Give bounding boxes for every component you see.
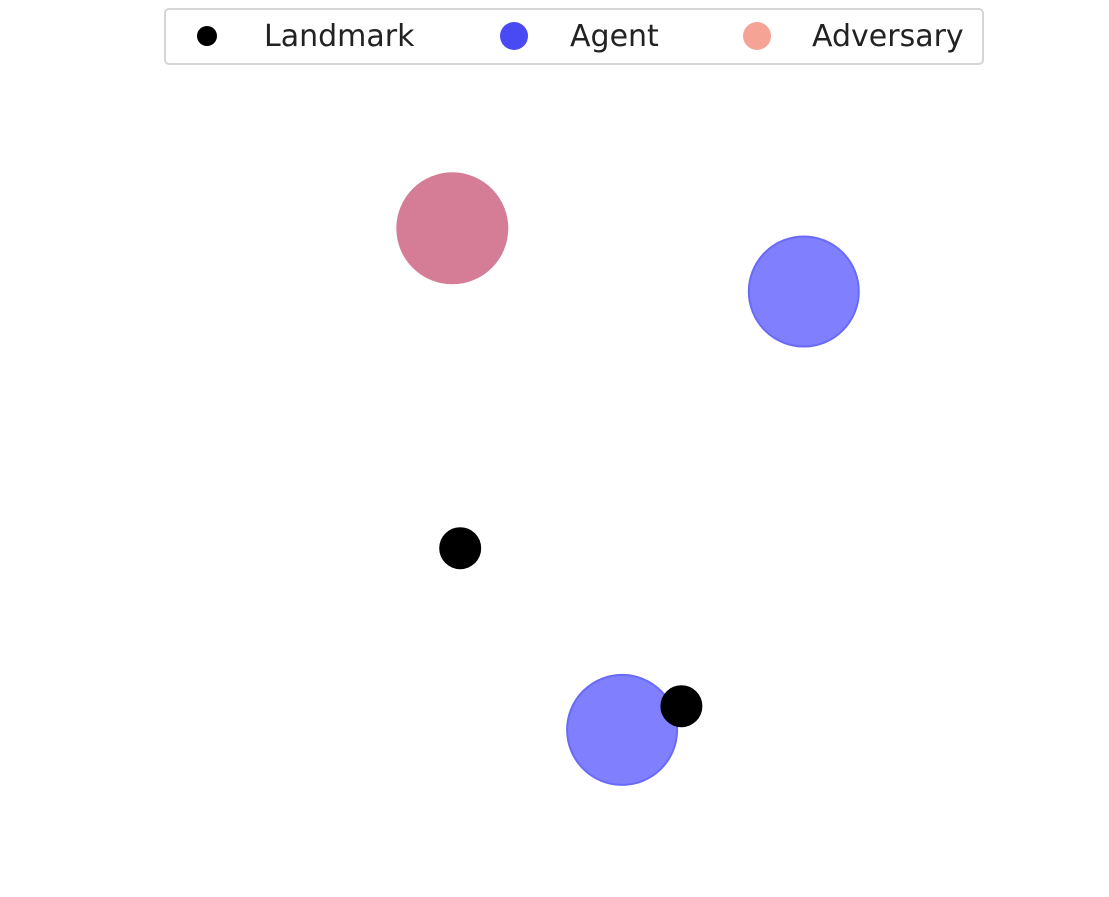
landmark-point-2 <box>660 685 703 728</box>
agent-point-2 <box>747 235 860 348</box>
legend-label-adversary: Adversary <box>812 19 964 54</box>
legend-label-landmark: Landmark <box>264 19 415 54</box>
legend: Landmark Agent Adversary <box>164 8 984 65</box>
landmark-point-1 <box>439 527 482 570</box>
plot-area <box>396 172 860 786</box>
legend-marker-adversary <box>743 22 771 50</box>
legend-frame <box>164 8 984 65</box>
legend-marker-agent <box>500 22 528 50</box>
legend-marker-landmark <box>197 26 217 46</box>
legend-label-agent: Agent <box>570 19 659 54</box>
adversary-point-1 <box>396 172 509 285</box>
agent-point-1 <box>566 673 679 786</box>
